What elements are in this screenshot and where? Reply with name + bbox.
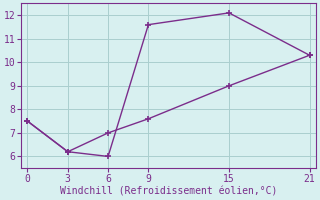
X-axis label: Windchill (Refroidissement éolien,°C): Windchill (Refroidissement éolien,°C) bbox=[60, 187, 277, 197]
